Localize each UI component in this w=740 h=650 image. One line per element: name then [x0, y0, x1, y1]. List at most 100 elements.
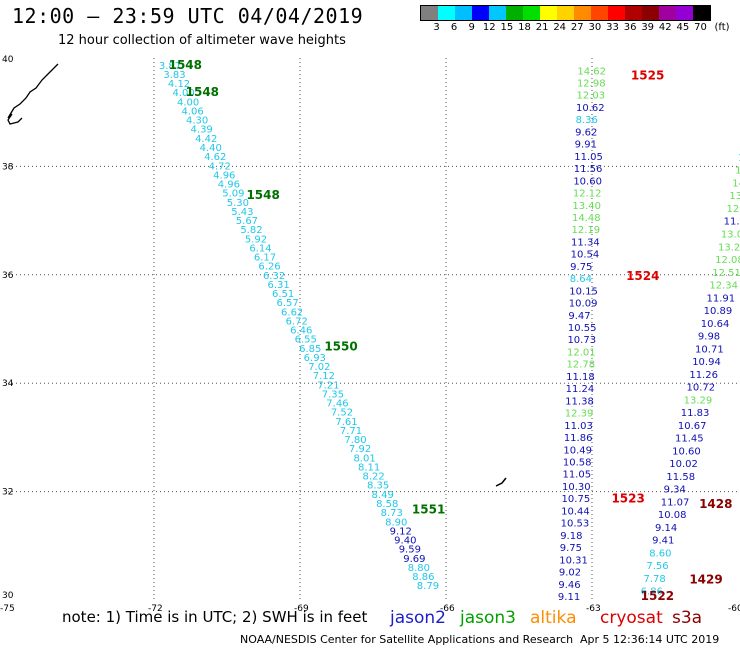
wave-height-point: 4.00 [177, 97, 199, 108]
legend-swatch [642, 6, 659, 20]
wave-height-point: 9.75 [560, 543, 582, 554]
legend-tick-label: 70 [694, 22, 707, 33]
wave-height-point: 4.06 [181, 106, 203, 117]
wave-height-point: 4.96 [213, 170, 235, 181]
wave-height-point: 8.58 [376, 499, 398, 510]
wave-height-point: 3.83 [163, 70, 185, 81]
wave-height-point: 12.51 [712, 268, 740, 279]
legend-tick-label: 18 [518, 22, 531, 33]
wave-height-point: 14.62 [577, 66, 606, 77]
wave-height-point: 9.59 [399, 545, 421, 556]
wave-height-point: 10.75 [562, 494, 591, 505]
wave-height-point: 7.52 [331, 408, 353, 419]
wave-height-point: 11.26 [689, 370, 718, 381]
wave-height-point: 10.02 [669, 459, 698, 470]
wave-height-point: 4.12 [168, 79, 190, 90]
wave-height-point: 6.46 [290, 326, 312, 337]
wave-height-point: 7.56 [646, 561, 668, 572]
legend-swatch [591, 6, 608, 20]
wave-height-point: 8.86 [412, 572, 434, 583]
wave-height-point: 7.61 [335, 417, 357, 428]
x-tick-label: -66 [440, 604, 455, 614]
wave-height-point: 8.35 [367, 481, 389, 492]
wave-height-point: 5.30 [227, 198, 249, 209]
wave-height-point: 10.71 [695, 344, 724, 355]
wave-height-point: 9.18 [560, 531, 582, 542]
wave-height-point: 14. [732, 178, 740, 189]
wave-height-point: 10.89 [704, 306, 733, 317]
wave-height-point: 8.22 [362, 472, 384, 483]
wave-height-point: 4.62 [204, 152, 226, 163]
wave-height-point: 8.36 [576, 115, 598, 126]
wave-height-point: 10.31 [559, 555, 588, 566]
wave-height-point: 7.21 [317, 380, 339, 391]
legend-labels: 3 6 9 12 15 18 21 24 27 30 33 36 39 42 45 70 (ft) [420, 21, 729, 35]
legend-swatch [455, 6, 472, 20]
wave-height-point: 12.78 [567, 360, 596, 371]
wave-height-point: 4.42 [195, 134, 217, 145]
credit-date: Apr 5 12:36:14 UTC 2019 [580, 633, 720, 646]
units-note: note: 1) Time is in UTC; 2) SWH is in fe… [62, 608, 368, 626]
chart-subtitle: 12 hour collection of altimeter wave hei… [58, 33, 346, 48]
wave-height-point: 10.73 [567, 335, 596, 346]
satellite-label-s3a: s3a [672, 608, 703, 628]
pass-time-label: 1551 [412, 502, 445, 516]
wave-height-point: 6.55 [295, 335, 317, 346]
wave-height-point: 14.48 [572, 213, 601, 224]
wave-height-point: 9.11 [558, 592, 580, 603]
wave-height-point: 10.15 [569, 286, 598, 297]
wave-height-point: 9.75 [570, 262, 592, 273]
x-tick-label: -75 [0, 604, 15, 614]
wave-height-point: 9.46 [558, 580, 580, 591]
wave-height-point: 10.67 [678, 421, 707, 432]
wave-height-point: 12.19 [572, 225, 601, 236]
island-shape [495, 477, 507, 487]
wave-height-point: 10.44 [561, 506, 590, 517]
wave-height-point: 5.43 [231, 207, 253, 218]
wave-height-point: 10.58 [563, 458, 592, 469]
wave-height-point: 13.40 [572, 201, 601, 212]
wave-height-point: 10.94 [692, 357, 721, 368]
wave-height-point: 9.14 [655, 523, 677, 534]
wave-height-point: 10.62 [576, 103, 605, 114]
chart-title: 12:00 – 23:59 UTC 04/04/2019 [12, 4, 364, 28]
wave-height-point: 8.64 [570, 274, 592, 285]
wave-height-point: 7.46 [326, 399, 348, 410]
wave-height-point: 9.98 [698, 332, 720, 343]
wave-height-point: 10.72 [686, 383, 715, 394]
wave-height-point: 10.30 [562, 482, 591, 493]
wave-height-point: 6.26 [258, 262, 280, 273]
wave-height-point: 11.05 [562, 470, 591, 481]
wave-height-point: 11.03 [564, 421, 593, 432]
wave-height-point: 9.41 [652, 536, 674, 547]
wave-height-point: 9.47 [568, 311, 590, 322]
wave-height-point: 6.32 [263, 271, 285, 282]
pass-time-label: 1548 [186, 85, 219, 99]
pass-time-label: 1548 [246, 188, 279, 202]
wave-height-point: 9.12 [390, 526, 412, 537]
pass-time-label: 1523 [611, 491, 644, 505]
wave-height-point: 6.57 [277, 298, 299, 309]
y-tick-label: 34 [2, 379, 14, 389]
wave-height-point: 10.60 [573, 176, 602, 187]
wave-height-point: 3.87 [159, 61, 181, 72]
wave-height-point: 4.72 [209, 161, 231, 172]
legend-tick-label: 39 [641, 22, 655, 33]
y-tick-label: 32 [2, 488, 13, 498]
wave-height-point: 6.17 [254, 253, 276, 264]
wave-height-point: 11.82 [724, 217, 740, 228]
legend-swatch [574, 6, 591, 20]
legend-swatch [557, 6, 574, 20]
wave-height-point: 9.34 [664, 485, 686, 496]
wave-height-point: 7.02 [308, 362, 330, 373]
satellite-label-cryosat: cryosat [600, 608, 663, 628]
legend-swatch [659, 6, 676, 20]
wave-height-point: 11.24 [566, 384, 595, 395]
wave-height-point: 8.60 [649, 548, 671, 559]
x-tick-label: -60 [728, 604, 740, 614]
wave-height-point: 10.53 [561, 519, 590, 530]
legend-swatch [438, 6, 455, 20]
coastline-shape [7, 63, 59, 125]
wave-height-point: 12.03 [576, 91, 605, 102]
wave-height-point: 4.30 [186, 116, 208, 127]
